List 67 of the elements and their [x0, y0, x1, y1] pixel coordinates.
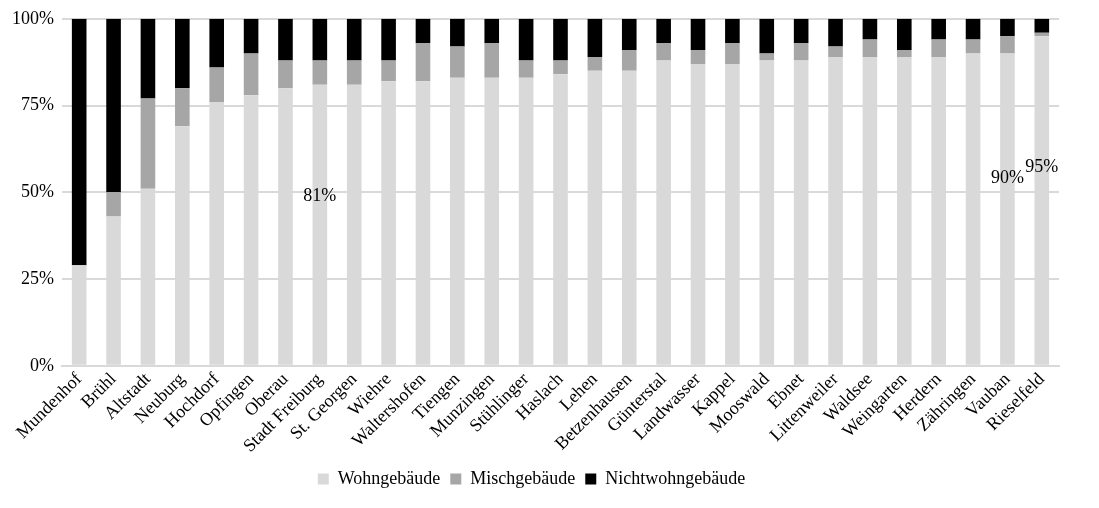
bar — [759, 18, 775, 54]
bar — [1000, 36, 1015, 54]
bar — [381, 60, 396, 82]
bar — [828, 46, 843, 57]
bar — [243, 53, 259, 96]
bar — [450, 18, 465, 47]
y-tick-label: 75% — [20, 94, 54, 115]
bar — [690, 18, 706, 51]
bar — [587, 56, 603, 71]
bar — [518, 18, 534, 61]
bar — [656, 43, 671, 61]
bar — [484, 18, 500, 44]
bar — [450, 46, 465, 78]
bar — [725, 43, 740, 64]
bar — [793, 43, 809, 61]
bar — [518, 60, 534, 78]
bar — [587, 18, 603, 57]
bar — [931, 18, 946, 40]
data-label: 81% — [303, 185, 337, 206]
legend-label: Mischgebäude — [470, 467, 576, 488]
bar — [965, 18, 981, 40]
bar — [106, 192, 121, 217]
bar — [106, 18, 121, 193]
bar — [896, 18, 912, 51]
bar — [965, 39, 981, 54]
bar — [140, 18, 156, 99]
y-tick-label: 50% — [20, 181, 54, 202]
bar — [209, 18, 225, 68]
bar — [175, 18, 190, 89]
legend-label: Wohngebäude — [337, 467, 441, 488]
bar — [553, 60, 568, 75]
bar — [71, 18, 87, 266]
bar — [896, 50, 912, 57]
bar — [1034, 18, 1050, 33]
bar — [828, 18, 843, 47]
bar — [312, 18, 328, 61]
bar — [931, 39, 946, 57]
bar — [862, 39, 878, 57]
y-tick-label: 25% — [20, 267, 54, 288]
bar — [690, 50, 706, 64]
bar — [278, 60, 293, 89]
data-label: 90% — [990, 166, 1024, 187]
data-label: 95% — [1025, 156, 1059, 177]
bar — [140, 98, 156, 189]
bar — [278, 18, 293, 61]
bar — [759, 53, 775, 61]
bar — [1000, 18, 1015, 37]
bar — [484, 43, 500, 78]
bar — [381, 18, 396, 61]
bar — [415, 43, 431, 82]
bar — [553, 18, 568, 61]
bar — [725, 18, 740, 44]
legend-label: Nichtwohngebäude — [605, 467, 746, 488]
bar — [346, 18, 362, 61]
bar — [621, 18, 637, 51]
bar — [243, 18, 259, 54]
bar — [862, 18, 878, 40]
bar — [312, 60, 328, 85]
y-tick-label: 100% — [11, 7, 54, 28]
bar — [656, 18, 671, 44]
y-tick-label: 0% — [29, 354, 54, 375]
bar — [415, 18, 431, 44]
bar — [793, 18, 809, 44]
bar — [209, 67, 225, 103]
bar — [175, 88, 190, 127]
bar — [621, 50, 637, 71]
bar — [346, 60, 362, 85]
